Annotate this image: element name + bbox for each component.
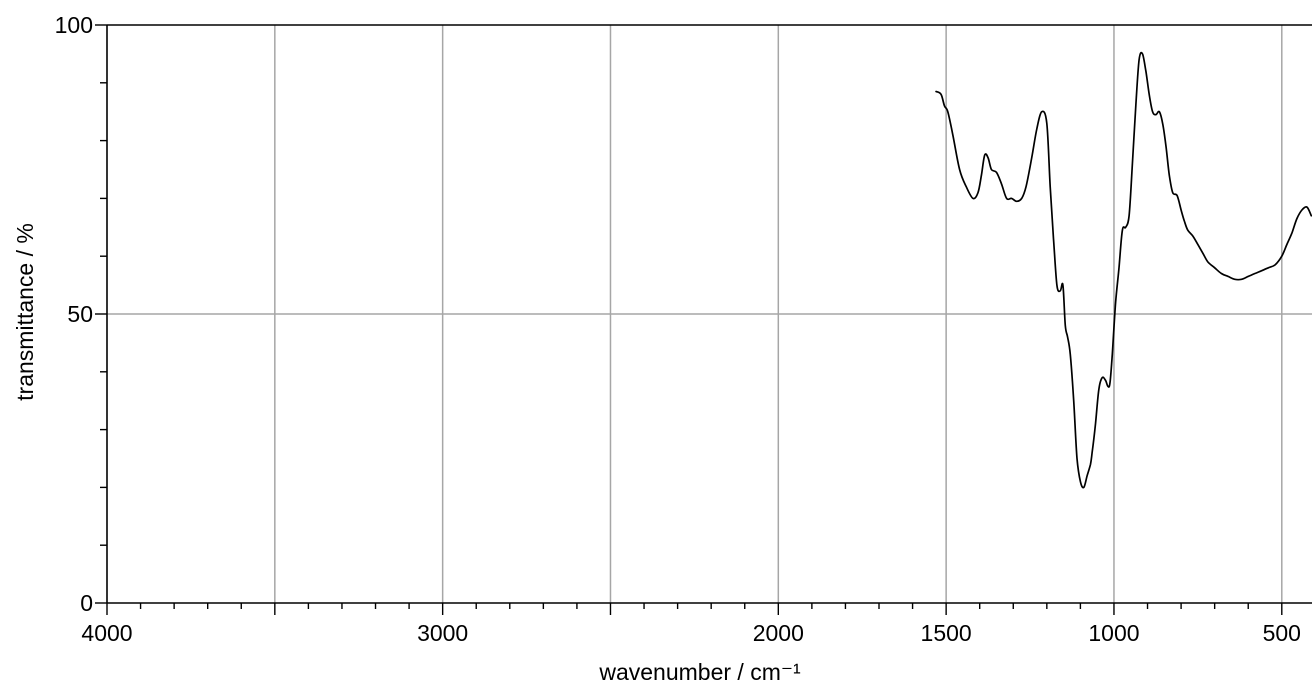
grid-lines: [107, 25, 1312, 603]
y-tick-label: 100: [55, 12, 93, 38]
tick-labels: 4000 3000 2000 1500 1000 500 0 50 100: [55, 12, 1301, 646]
y-tick-label: 50: [67, 301, 93, 327]
x-tick-label: 1500: [921, 620, 972, 646]
x-tick-label: 2000: [753, 620, 804, 646]
x-axis-label: wavenumber / cm⁻¹: [598, 659, 801, 685]
x-tick-label: 3000: [417, 620, 468, 646]
series-layer: [935, 51, 1312, 489]
y-axis-label: transmittance / %: [12, 223, 38, 401]
series-line: [935, 51, 1312, 489]
x-tick-label: 1000: [1088, 620, 1139, 646]
x-tick-label: 500: [1263, 620, 1301, 646]
y-tick-label: 0: [80, 590, 93, 616]
x-tick-label: 4000: [81, 620, 132, 646]
axis-ticks: [95, 24, 1283, 615]
